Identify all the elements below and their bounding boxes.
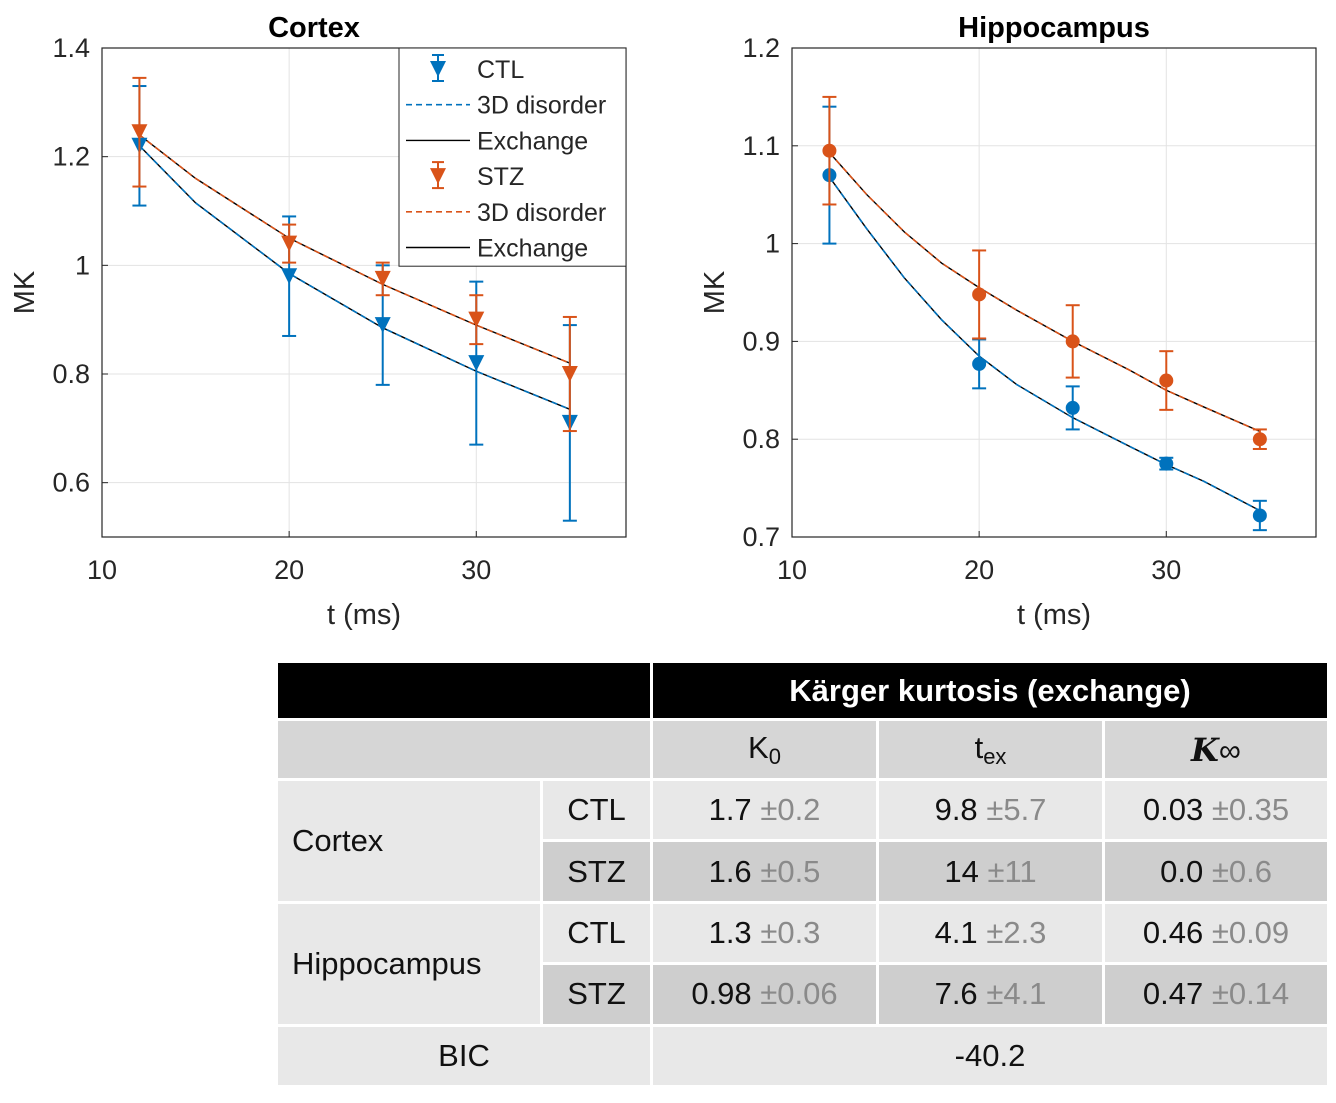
data-point: [972, 356, 987, 371]
x-axis-label: t (ms): [1017, 599, 1091, 631]
y-tick-label: 0.9: [742, 326, 780, 356]
x-tick-label: 30: [1151, 555, 1181, 585]
data-point: [561, 366, 578, 382]
series-line-3d-disorder: [828, 176, 1261, 512]
data-point: [468, 311, 485, 328]
table-subheader-row: K0 tex K∞: [278, 721, 1331, 781]
y-tick-label: 0.8: [742, 424, 780, 454]
table-row: Hippocampus CTL 1.3 ±0.3 4.1 ±2.3 0.46 ±…: [278, 903, 1331, 1027]
table-header-empty: [278, 663, 653, 721]
x-tick-label: 30: [461, 555, 491, 585]
legend-label: 3D disorder: [477, 199, 606, 227]
table-row-bic: BIC -40.2: [278, 1026, 1331, 1088]
x-tick-label: 10: [777, 555, 807, 585]
y-tick-label: 1: [765, 229, 780, 259]
y-axis-label: MK: [9, 270, 41, 314]
table-header-row: Kärger kurtosis (exchange): [278, 663, 1331, 721]
y-tick-label: 1.1: [742, 131, 780, 161]
data-point: [822, 143, 837, 158]
y-tick-label: 0.8: [52, 359, 90, 389]
karger-kurtosis-table: Kärger kurtosis (exchange) K0 tex K∞ Cor…: [278, 663, 1331, 1088]
col-header-k0: K0: [653, 721, 879, 781]
cell-kinf: 0.46 ±0.09: [1105, 903, 1331, 966]
col-header-kinf: K∞: [1105, 721, 1331, 781]
data-point: [1252, 508, 1267, 523]
cell-k0: 1.3 ±0.3: [653, 903, 879, 966]
row-label: CTL: [543, 781, 653, 843]
data-point: [374, 270, 391, 287]
cell-k0: 1.6 ±0.5: [653, 842, 879, 904]
series-line-exchange: [828, 176, 1261, 512]
data-point: [1159, 373, 1174, 388]
data-point: [1065, 400, 1080, 415]
legend-box: [398, 47, 627, 267]
series-line-3d-disorder: [828, 152, 1261, 433]
x-tick-label: 20: [274, 555, 304, 585]
y-tick-label: 1.2: [742, 33, 780, 63]
y-axis-label: MK: [699, 270, 731, 314]
y-tick-label: 1: [75, 250, 90, 280]
plot-frame: [101, 47, 627, 538]
table-row: STZ 0.98 ±0.06 7.6 ±4.1 0.47 ±0.14: [278, 965, 1331, 1027]
data-point: [281, 268, 298, 285]
x-tick-label: 10: [87, 555, 117, 585]
row-group-cortex: Cortex: [278, 781, 543, 904]
cell-k0: 1.7 ±0.2: [653, 781, 879, 843]
cell-kinf: 0.0 ±0.6: [1105, 842, 1331, 904]
table-title: Kärger kurtosis (exchange): [653, 663, 1331, 721]
legend: CTL 3D disorder Exchange STZ 3D disorder Exch…: [398, 47, 627, 267]
bic-value: -40.2: [653, 1026, 1331, 1088]
table-row: Cortex CTL 1.7 ±0.2 9.8 ±5.7 0.03 ±0.35: [278, 781, 1331, 904]
chart-title: Hippocampus: [958, 12, 1150, 44]
legend-marker: [430, 61, 446, 77]
cell-kinf: 0.47 ±0.14: [1105, 965, 1331, 1027]
chart-title: Cortex: [268, 12, 360, 44]
table-row: STZ 1.6 ±0.5 14 ±11 0.0 ±0.6: [278, 842, 1331, 904]
series-line-3d-disorder: [138, 145, 571, 411]
hippocampus-chart: 10 20 30 0.7 0.8 0.9 1 1.1 1.2 Hippocampus t (ms) M…: [699, 12, 1317, 631]
row-label: STZ: [543, 842, 653, 904]
charts-area: 10 20 30 0.6 0.8 1 1.2 1.4 Cortex t (ms) MK CTL 3D d…: [9, 12, 1317, 631]
cell-kinf: 0.03 ±0.35: [1105, 781, 1331, 843]
legend-marker: [430, 168, 446, 185]
series-line-3d-disorder: [138, 134, 571, 364]
data-point: [281, 235, 298, 252]
cell-tex: 4.1 ±2.3: [879, 903, 1105, 966]
data-point: [1252, 432, 1267, 447]
legend-label: STZ: [477, 163, 524, 191]
row-label: CTL: [543, 903, 653, 966]
legend-label: Exchange: [477, 235, 588, 263]
y-tick-label: 0.6: [52, 468, 90, 498]
cell-k0: 0.98 ±0.06: [653, 965, 879, 1027]
table-subheader-empty: [278, 721, 653, 781]
data-point: [468, 355, 485, 372]
col-header-tex: tex: [879, 721, 1105, 781]
cortex-chart: 10 20 30 0.6 0.8 1 1.2 1.4 Cortex t (ms) MK CTL 3D d…: [9, 12, 627, 631]
legend-label: Exchange: [477, 127, 588, 155]
row-group-hippocampus: Hippocampus: [278, 903, 543, 1027]
row-label: STZ: [543, 965, 653, 1027]
y-tick-label: 1.2: [52, 142, 90, 172]
data-point: [972, 287, 987, 302]
series-line-exchange: [828, 152, 1261, 433]
data-point: [374, 317, 391, 334]
plot-frame: [791, 47, 1317, 538]
data-point: [131, 124, 148, 141]
cell-tex: 14 ±11: [879, 842, 1105, 904]
legend-label: 3D disorder: [477, 92, 606, 120]
y-tick-label: 0.7: [742, 522, 780, 552]
bic-label: BIC: [278, 1026, 653, 1088]
x-axis-label: t (ms): [327, 599, 401, 631]
cell-tex: 7.6 ±4.1: [879, 965, 1105, 1027]
data-point: [1065, 334, 1080, 349]
legend-label: CTL: [477, 56, 524, 84]
cell-tex: 9.8 ±5.7: [879, 781, 1105, 843]
y-tick-label: 1.4: [52, 33, 90, 63]
data-point: [1159, 456, 1174, 471]
x-tick-label: 20: [964, 555, 994, 585]
